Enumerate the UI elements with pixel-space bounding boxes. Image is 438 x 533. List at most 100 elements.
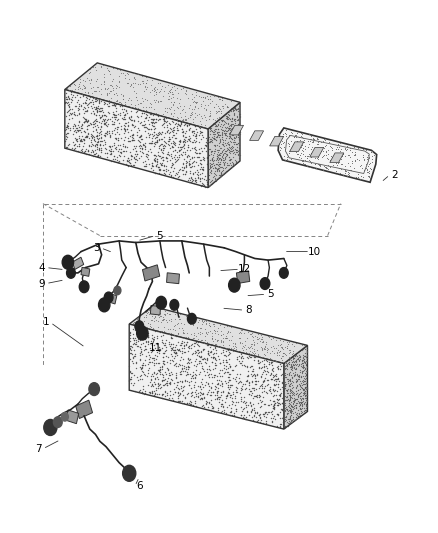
- Point: [296, 353, 303, 361]
- Point: [120, 95, 127, 103]
- Point: [280, 385, 287, 393]
- Point: [177, 315, 184, 324]
- Point: [213, 376, 220, 384]
- Point: [210, 387, 217, 396]
- Point: [319, 152, 326, 160]
- Polygon shape: [278, 128, 377, 182]
- Point: [238, 352, 245, 361]
- Point: [218, 148, 225, 156]
- Point: [265, 408, 272, 416]
- Point: [331, 152, 338, 160]
- Point: [283, 359, 290, 367]
- Point: [177, 136, 184, 144]
- Point: [198, 379, 205, 388]
- Point: [164, 148, 171, 156]
- Point: [220, 159, 227, 168]
- Point: [288, 373, 295, 382]
- Point: [293, 381, 300, 389]
- Point: [65, 94, 72, 102]
- Point: [231, 134, 238, 143]
- Point: [176, 397, 183, 405]
- Point: [127, 126, 134, 135]
- Point: [125, 127, 132, 136]
- Point: [210, 161, 217, 169]
- Point: [195, 342, 202, 350]
- Point: [162, 170, 169, 179]
- Point: [230, 138, 237, 147]
- Point: [359, 153, 366, 161]
- Point: [296, 413, 303, 421]
- Point: [278, 406, 285, 414]
- Point: [141, 123, 148, 132]
- Point: [217, 149, 224, 157]
- Point: [235, 329, 242, 337]
- Point: [111, 101, 118, 109]
- Point: [169, 345, 176, 353]
- Point: [298, 398, 305, 407]
- Point: [91, 86, 98, 95]
- Point: [134, 332, 141, 341]
- Point: [154, 348, 161, 356]
- Point: [210, 373, 217, 382]
- Point: [231, 128, 238, 137]
- Point: [72, 124, 79, 132]
- Point: [270, 404, 277, 413]
- Point: [298, 381, 305, 390]
- Point: [259, 410, 266, 418]
- Point: [344, 172, 351, 180]
- Point: [80, 105, 87, 114]
- Point: [80, 127, 87, 135]
- Point: [64, 101, 71, 110]
- Point: [202, 138, 209, 146]
- Point: [151, 138, 158, 146]
- Point: [292, 359, 299, 368]
- Point: [218, 154, 225, 163]
- Point: [281, 400, 288, 408]
- Point: [187, 370, 194, 378]
- Point: [220, 343, 227, 352]
- Point: [131, 325, 138, 334]
- Point: [94, 135, 101, 143]
- Point: [92, 146, 99, 155]
- Point: [302, 406, 309, 415]
- Point: [205, 101, 212, 109]
- Point: [168, 110, 175, 118]
- Point: [199, 354, 206, 363]
- Point: [164, 89, 171, 98]
- Point: [179, 323, 186, 332]
- Point: [139, 338, 146, 347]
- Point: [159, 120, 166, 129]
- Point: [273, 351, 280, 359]
- Point: [301, 351, 308, 360]
- Point: [234, 157, 241, 166]
- Point: [145, 160, 152, 168]
- Point: [228, 119, 235, 128]
- Point: [94, 108, 101, 117]
- Point: [232, 138, 239, 146]
- Point: [172, 86, 179, 94]
- Point: [110, 101, 117, 110]
- Point: [93, 75, 100, 84]
- Point: [170, 109, 177, 118]
- Point: [179, 361, 186, 370]
- Point: [183, 121, 190, 130]
- Point: [155, 130, 162, 138]
- Point: [293, 413, 300, 421]
- Point: [233, 383, 240, 392]
- Point: [93, 142, 100, 151]
- Point: [248, 340, 255, 349]
- Point: [212, 136, 219, 144]
- Point: [288, 417, 295, 426]
- Point: [291, 358, 298, 367]
- Point: [275, 365, 282, 373]
- Point: [120, 147, 127, 156]
- Point: [317, 160, 324, 169]
- Point: [200, 344, 207, 353]
- Point: [151, 391, 158, 399]
- Point: [202, 328, 209, 337]
- Point: [127, 80, 134, 89]
- Point: [138, 389, 145, 397]
- Point: [229, 397, 236, 406]
- Point: [177, 102, 184, 110]
- Point: [197, 367, 204, 376]
